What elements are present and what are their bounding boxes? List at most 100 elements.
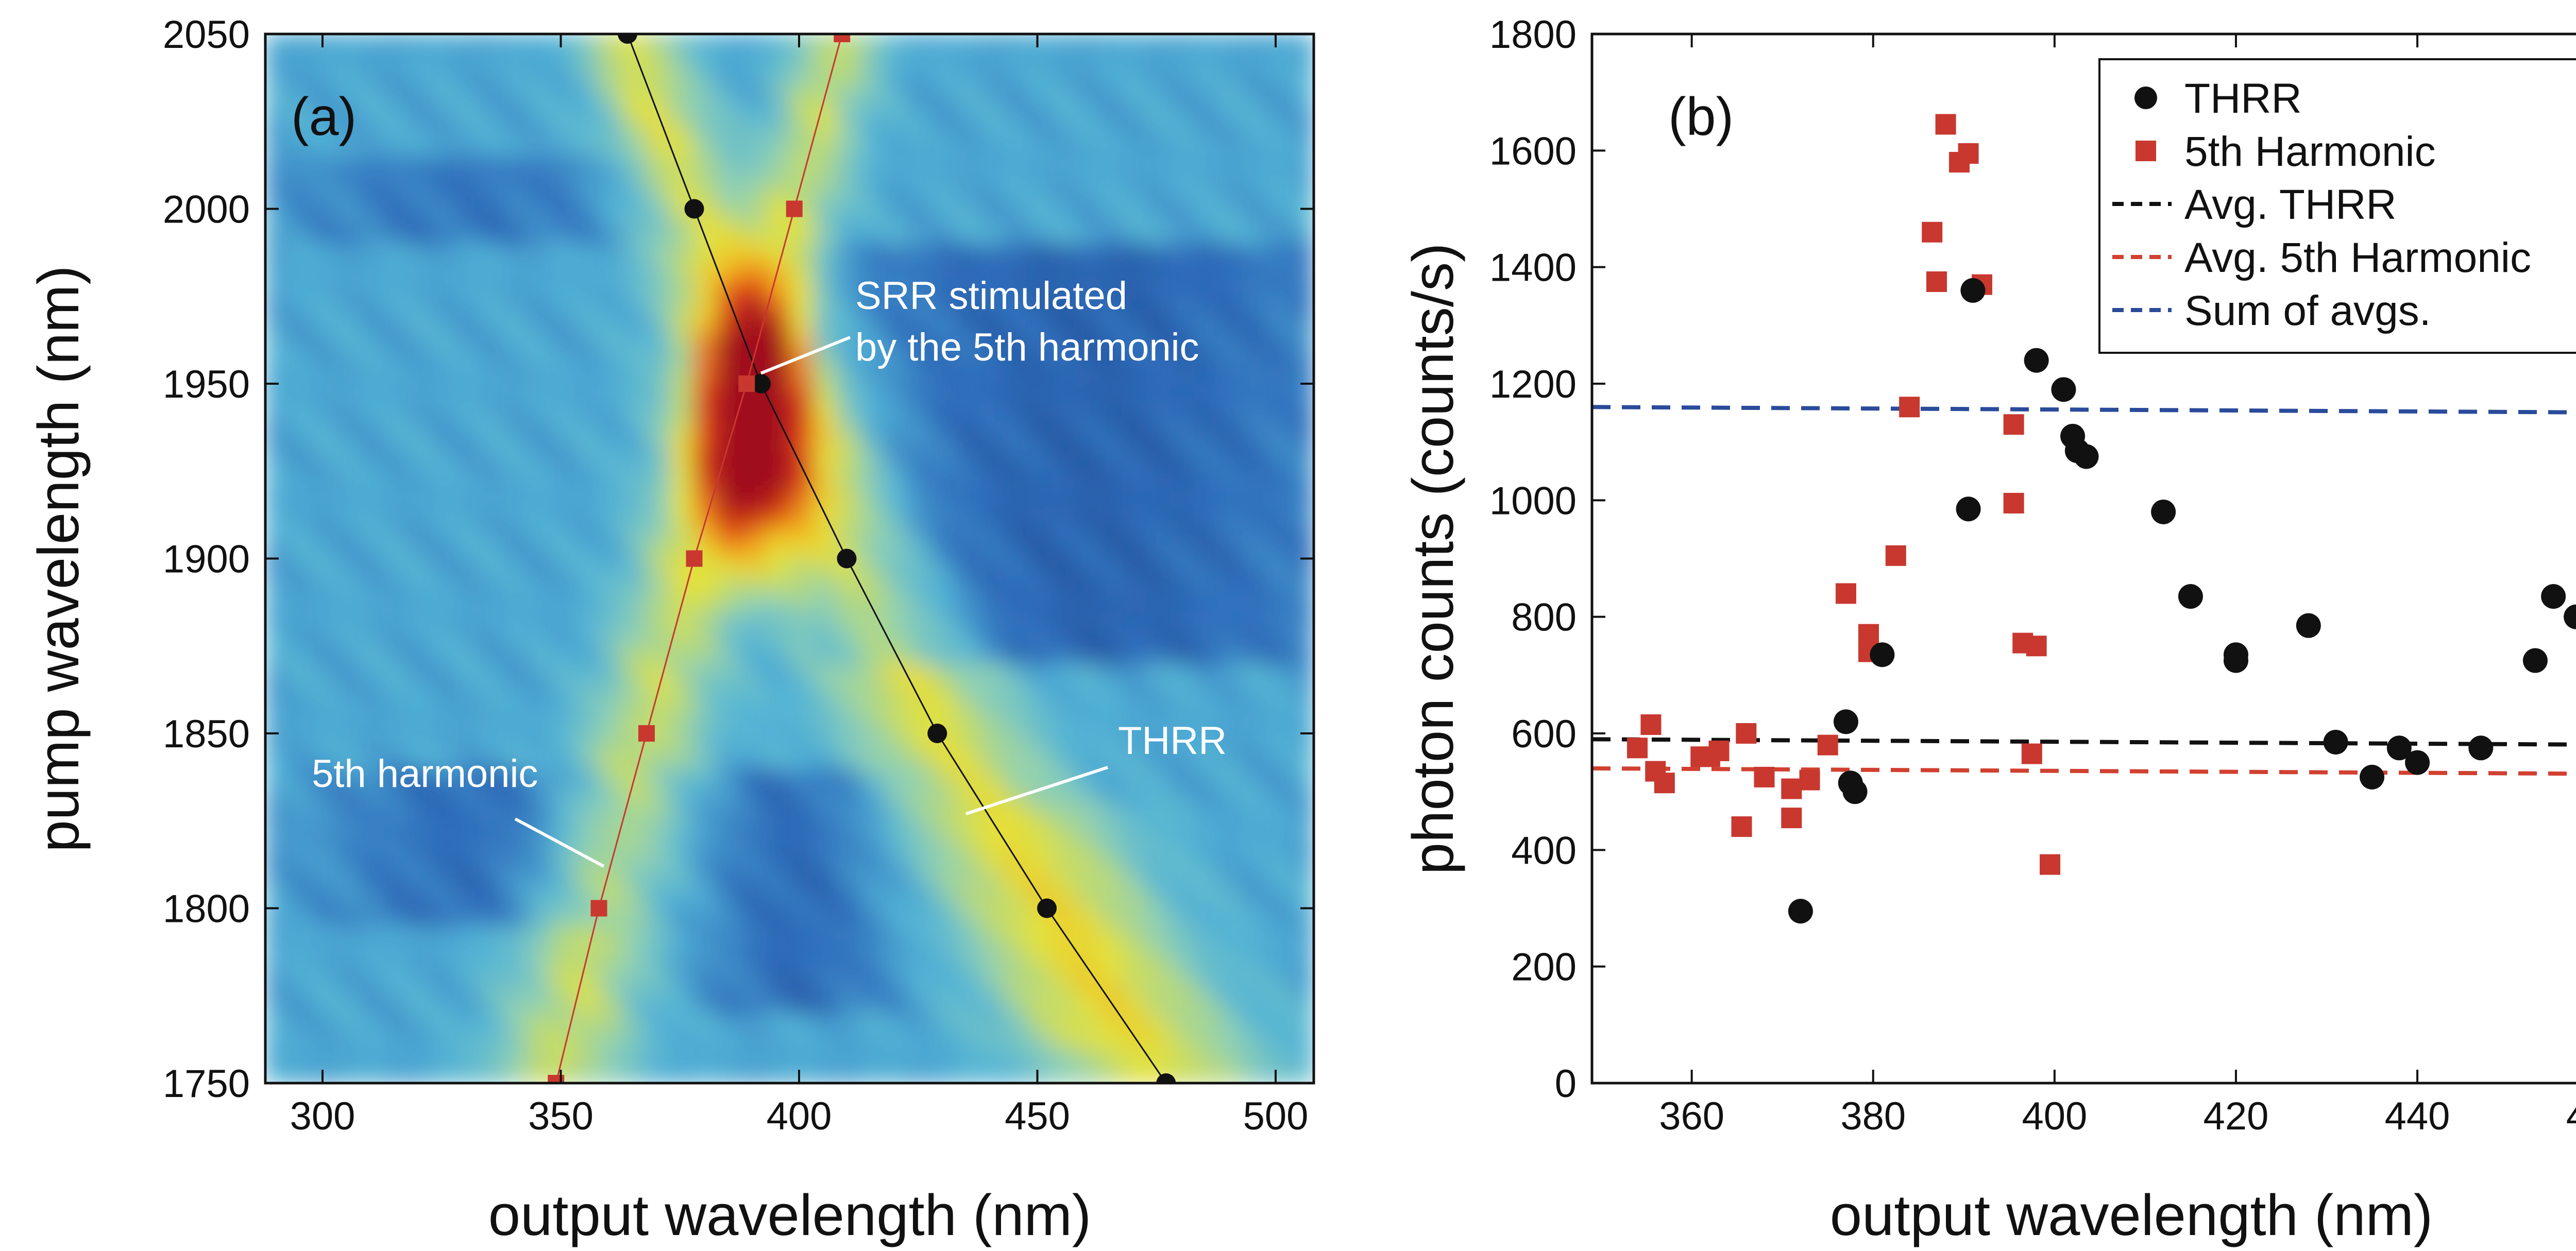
heatmap-cell xyxy=(384,313,409,332)
heatmap-cell xyxy=(1051,226,1076,245)
heatmap-cell xyxy=(956,418,981,437)
heatmap-cell xyxy=(1123,103,1148,122)
heatmap-cell xyxy=(598,138,623,157)
heatmap-cell xyxy=(1123,523,1148,542)
heatmap-cell xyxy=(312,348,337,367)
heatmap-cell xyxy=(860,960,886,979)
heatmap-cell xyxy=(360,802,385,821)
heatmap-cell xyxy=(646,208,671,227)
heatmap-cell xyxy=(646,558,671,577)
heatmap-cell xyxy=(622,872,647,892)
heatmap-cell xyxy=(741,698,767,717)
heatmap-cell xyxy=(598,331,623,350)
heatmap-cell xyxy=(956,296,981,315)
heatmap-cell xyxy=(622,488,647,507)
heatmap-cell xyxy=(527,488,552,507)
heatmap-cell xyxy=(1194,855,1219,874)
heatmap-cell xyxy=(1098,470,1124,489)
heatmap-cell xyxy=(265,978,290,997)
heatmap-cell xyxy=(503,558,528,577)
heatmap-cell xyxy=(503,418,528,437)
heatmap-cell xyxy=(765,978,790,997)
heatmap-cell xyxy=(693,750,719,769)
heatmap-cell xyxy=(1242,575,1267,594)
heatmap-cell xyxy=(1242,1048,1267,1067)
heatmap-cell xyxy=(979,785,1005,804)
heatmap-cell xyxy=(1123,313,1148,332)
heatmap-cell xyxy=(1123,418,1148,437)
heatmap-cell xyxy=(1098,103,1124,122)
heatmap-cell xyxy=(265,313,290,332)
heatmap-cell xyxy=(431,698,456,717)
heatmap-cell xyxy=(1003,978,1028,997)
heatmap-cell xyxy=(479,400,504,419)
heatmap-cell xyxy=(1170,558,1195,577)
heatmap-cell xyxy=(932,558,957,577)
heatmap-cell xyxy=(598,733,623,751)
heatmap-cell xyxy=(1218,1048,1243,1067)
heatmap-cell xyxy=(956,1048,981,1067)
heatmap-cell xyxy=(1242,663,1267,682)
heatmap-cell xyxy=(503,400,528,419)
heatmap-cell xyxy=(1242,610,1267,629)
heatmap-cell xyxy=(265,383,290,402)
heatmap-cell xyxy=(670,1065,695,1083)
heatmap-cell xyxy=(789,34,814,52)
heatmap-cell xyxy=(741,243,767,262)
heatmap-cell xyxy=(289,890,314,909)
heatmap-cell xyxy=(812,925,838,944)
heatmap-cell xyxy=(598,960,623,979)
heatmap-cell xyxy=(789,156,814,175)
heatmap-cell xyxy=(1075,366,1100,384)
heatmap-cell xyxy=(741,173,767,192)
heatmap-cell xyxy=(1289,1013,1314,1032)
heatmap-cell xyxy=(717,68,742,87)
heatmap-cell xyxy=(1289,820,1314,839)
heatmap-cell xyxy=(1098,925,1124,944)
heatmap-cell xyxy=(741,435,767,454)
panel-a-xtick-label: 450 xyxy=(1005,1094,1070,1138)
heatmap-cell xyxy=(693,1048,719,1067)
heatmap-cell xyxy=(265,715,290,734)
heatmap-cell xyxy=(741,610,767,629)
legend-label: Avg. 5th Harmonic xyxy=(2184,234,2531,281)
heatmap-cell xyxy=(860,208,886,227)
heatmap-cell xyxy=(670,837,695,856)
heatmap-cell xyxy=(741,1013,767,1032)
heatmap-cell xyxy=(646,470,671,489)
heatmap-cell xyxy=(598,837,623,856)
heatmap-cell xyxy=(431,558,456,577)
heatmap-cell xyxy=(884,121,909,140)
heatmap-cell xyxy=(670,645,695,664)
heatmap-cell xyxy=(908,558,933,577)
heatmap-cell xyxy=(527,593,552,612)
heatmap-cell xyxy=(1218,645,1243,664)
heatmap-cell xyxy=(1146,575,1172,594)
heatmap-cell xyxy=(1146,872,1172,892)
heatmap-cell xyxy=(408,925,433,944)
heatmap-cell xyxy=(979,942,1005,962)
heatmap-cell xyxy=(884,820,909,839)
heatmap-cell xyxy=(908,50,933,70)
heatmap-cell xyxy=(956,750,981,769)
heatmap-cell xyxy=(1146,750,1172,769)
heatmap-cell xyxy=(455,715,481,734)
heatmap-cell xyxy=(551,540,576,559)
heatmap-cell xyxy=(1098,121,1124,140)
heatmap-cell xyxy=(455,418,481,437)
heatmap-cell xyxy=(884,331,909,350)
heatmap-cell xyxy=(1242,226,1267,245)
heatmap-cell xyxy=(741,400,767,419)
heatmap-cell xyxy=(455,837,481,856)
heatmap-cell xyxy=(622,208,647,227)
thrr-point xyxy=(2564,604,2576,629)
heatmap-cell xyxy=(1123,1065,1148,1083)
heatmap-cell xyxy=(1170,34,1195,52)
heatmap-cell xyxy=(1051,366,1076,384)
fifth-harmonic-marker xyxy=(786,200,803,217)
heatmap-cell xyxy=(1265,138,1291,157)
heatmap-cell xyxy=(1218,978,1243,997)
heatmap-cell xyxy=(765,1048,790,1067)
heatmap-cell xyxy=(598,121,623,140)
panel-b-ytick-label: 1200 xyxy=(1489,363,1577,406)
